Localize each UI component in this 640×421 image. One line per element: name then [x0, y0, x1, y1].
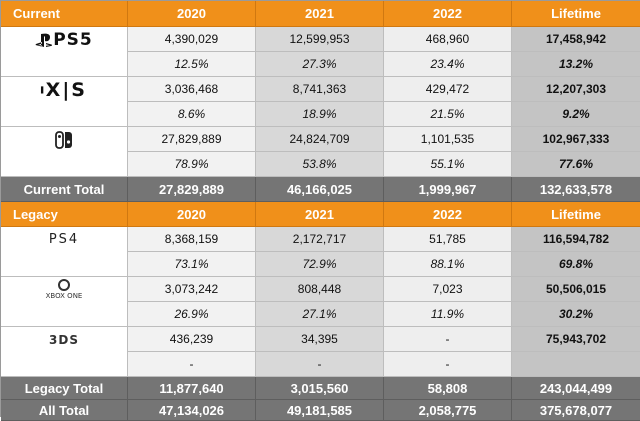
current-total-2021: 46,166,025	[256, 177, 384, 202]
ps4-lifetime-value: 116,594,782	[512, 227, 640, 252]
xbox-series-2022-value: 429,472	[384, 77, 512, 102]
legacy-total-2021: 3,015,560	[256, 377, 384, 400]
xbox-one-2020-value: 3,073,242	[128, 277, 256, 302]
xbox-one-lifetime-value: 50,506,015	[512, 277, 640, 302]
3ds-lifetime-percent	[512, 352, 640, 377]
current-header-2020: 2020	[128, 1, 256, 27]
3ds-2020-value: 436,239	[128, 327, 256, 352]
legacy-header-2022: 2022	[384, 202, 512, 227]
xbox-one-2022-value: 7,023	[384, 277, 512, 302]
xbox-series-2022-percent: 21.5%	[384, 102, 512, 127]
switch-2021-percent: 53.8%	[256, 152, 384, 177]
xbox-series-lifetime-percent: 9.2%	[512, 102, 640, 127]
ps5-2020-value: 4,390,029	[128, 27, 256, 52]
legacy-total-lifetime: 243,044,499	[512, 377, 640, 400]
ps5-2021-value: 12,599,953	[256, 27, 384, 52]
current-total-2022: 1,999,967	[384, 177, 512, 202]
current-header-label: Current	[1, 1, 128, 27]
ps4-2022-percent: 88.1%	[384, 252, 512, 277]
ps5-logo-spacer	[1, 52, 128, 77]
ps5-lifetime-percent: 13.2%	[512, 52, 640, 77]
switch-2020-value: 27,829,889	[128, 127, 256, 152]
current-header-2021: 2021	[256, 1, 384, 27]
switch-lifetime-percent: 77.6%	[512, 152, 640, 177]
xbox-series-2021-percent: 18.9%	[256, 102, 384, 127]
legacy-header-2020: 2020	[128, 202, 256, 227]
ps5-2021-percent: 27.3%	[256, 52, 384, 77]
xbox-sphere-icon	[57, 279, 70, 291]
switch-lifetime-value: 102,967,333	[512, 127, 640, 152]
switch-2022-percent: 55.1%	[384, 152, 512, 177]
current-header-lifetime: Lifetime	[512, 1, 640, 27]
legacy-total-2020: 11,877,640	[128, 377, 256, 400]
3ds-2021-percent: -	[256, 352, 384, 377]
ps5-lifetime-value: 17,458,942	[512, 27, 640, 52]
ps4-2022-value: 51,785	[384, 227, 512, 252]
xbox-one-2021-value: 808,448	[256, 277, 384, 302]
switch-2021-value: 24,824,709	[256, 127, 384, 152]
xbox-one-logo-spacer	[1, 302, 128, 327]
current-total-lifetime: 132,633,578	[512, 177, 640, 202]
xbox-series-2021-value: 8,741,363	[256, 77, 384, 102]
ps4-2020-value: 8,368,159	[128, 227, 256, 252]
ps4-logo-icon: PS4	[1, 227, 128, 252]
3ds-logo-spacer	[1, 352, 128, 377]
xbox-series-logo-icon: ▌X|S	[1, 77, 128, 102]
legacy-total-2022: 58,808	[384, 377, 512, 400]
xbox-series-lifetime-value: 12,207,303	[512, 77, 640, 102]
current-header-2022: 2022	[384, 1, 512, 27]
ps4-2021-percent: 72.9%	[256, 252, 384, 277]
legacy-header-label: Legacy	[1, 202, 128, 227]
3ds-logo-icon: 3DS	[1, 327, 128, 352]
3ds-lifetime-value: 75,943,702	[512, 327, 640, 352]
3ds-2022-percent: -	[384, 352, 512, 377]
switch-2020-percent: 78.9%	[128, 152, 256, 177]
ps4-logo-spacer	[1, 252, 128, 277]
ps5-logo-icon: PS5	[1, 27, 128, 52]
3ds-2021-value: 34,395	[256, 327, 384, 352]
all-total-label: All Total	[1, 400, 128, 421]
legacy-total-label: Legacy Total	[1, 377, 128, 400]
3ds-2020-percent: -	[128, 352, 256, 377]
3ds-2022-value: -	[384, 327, 512, 352]
xbox-one-2021-percent: 27.1%	[256, 302, 384, 327]
xbox-one-logo-icon: XBOX ONE	[1, 277, 128, 302]
ps4-2020-percent: 73.1%	[128, 252, 256, 277]
ps5-2020-percent: 12.5%	[128, 52, 256, 77]
xbox-one-2020-percent: 26.9%	[128, 302, 256, 327]
all-total-2022: 2,058,775	[384, 400, 512, 421]
legacy-header-2021: 2021	[256, 202, 384, 227]
nintendo-switch-logo-icon	[1, 127, 128, 152]
switch-logo-spacer	[1, 152, 128, 177]
xbox-series-2020-value: 3,036,468	[128, 77, 256, 102]
all-total-lifetime: 375,678,077	[512, 400, 640, 421]
all-total-2021: 49,181,585	[256, 400, 384, 421]
xbox-series-2020-percent: 8.6%	[128, 102, 256, 127]
xbox-one-2022-percent: 11.9%	[384, 302, 512, 327]
legacy-header-lifetime: Lifetime	[512, 202, 640, 227]
all-total-2020: 47,134,026	[128, 400, 256, 421]
ps4-2021-value: 2,172,717	[256, 227, 384, 252]
current-total-2020: 27,829,889	[128, 177, 256, 202]
current-total-label: Current Total	[1, 177, 128, 202]
ps4-lifetime-percent: 69.8%	[512, 252, 640, 277]
xbox-series-logo-spacer	[1, 102, 128, 127]
ps5-2022-value: 468,960	[384, 27, 512, 52]
switch-2022-value: 1,101,535	[384, 127, 512, 152]
xbox-one-lifetime-percent: 30.2%	[512, 302, 640, 327]
ps5-2022-percent: 23.4%	[384, 52, 512, 77]
